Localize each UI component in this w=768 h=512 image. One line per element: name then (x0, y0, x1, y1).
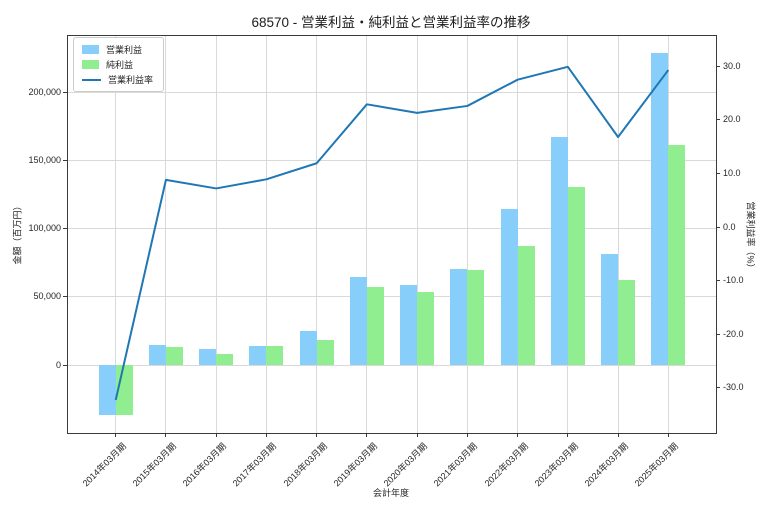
right-tick-mark (716, 333, 720, 335)
bar-net-profit (165, 347, 183, 365)
x-tick-mark (667, 433, 669, 437)
gridline-vertical (115, 36, 117, 433)
right-tick-mark (716, 387, 720, 389)
bar-net-profit (618, 280, 636, 365)
chart-title: 68570 - 営業利益・純利益と営業利益率の推移 (251, 15, 531, 30)
right-tick-mark (716, 65, 720, 67)
legend-item-net-profit: 純利益 (82, 59, 153, 70)
y-axis-label-left: 金額（百万円） (12, 201, 23, 265)
gridline-horizontal (68, 160, 716, 162)
gridline-horizontal (68, 364, 716, 366)
x-tick-mark (466, 433, 468, 437)
bar-net-profit (266, 345, 284, 365)
left-axis-tick-label: 100,000 (28, 223, 61, 234)
gridline-vertical (265, 36, 267, 433)
left-axis-tick-label: 50,000 (33, 291, 61, 302)
gridline-vertical (165, 36, 167, 433)
legend: 営業利益 純利益 営業利益率 (73, 37, 165, 92)
x-axis-label: 会計年度 (372, 488, 409, 498)
bar-operating-profit (249, 346, 267, 365)
y-axis-label-right: 営業利益率（%） (745, 201, 756, 273)
bar-operating-profit (601, 253, 619, 365)
x-tick-mark (265, 433, 267, 437)
left-tick-mark (63, 296, 67, 298)
legend-label-operating-profit: 営業利益 (106, 45, 143, 55)
right-axis-tick-label: 10.0 (723, 167, 741, 178)
x-tick-mark (316, 433, 318, 437)
gridline-vertical (517, 36, 519, 433)
legend-label-net-profit: 純利益 (106, 60, 134, 70)
left-axis-tick-label: 200,000 (28, 87, 61, 98)
gridline-vertical (416, 36, 418, 433)
right-tick-mark (716, 119, 720, 121)
gridline-vertical (617, 36, 619, 433)
bar-operating-profit (349, 276, 367, 365)
bar-net-profit (668, 145, 686, 365)
operating-margin-line (114, 65, 670, 401)
right-axis-tick-label: 30.0 (723, 60, 741, 71)
right-tick-mark (716, 226, 720, 228)
legend-item-operating-profit: 営業利益 (82, 44, 153, 55)
bar-net-profit (366, 287, 384, 365)
x-tick-mark (416, 433, 418, 437)
x-tick-mark (115, 433, 117, 437)
left-tick-mark (63, 92, 67, 94)
x-tick-mark (567, 433, 569, 437)
gridline-vertical (466, 36, 468, 433)
x-tick-mark (366, 433, 368, 437)
bar-operating-profit (299, 331, 317, 365)
gridline-horizontal (68, 92, 716, 94)
right-axis-tick-label: -30.0 (723, 382, 744, 393)
gridline-horizontal (68, 228, 716, 230)
net-profit-swatch-icon (82, 60, 99, 69)
left-axis-tick-label: 0 (55, 359, 61, 370)
bar-net-profit (467, 269, 485, 365)
operating-profit-swatch-icon (82, 45, 99, 54)
right-tick-mark (716, 280, 720, 282)
gridline-vertical (316, 36, 318, 433)
right-tick-mark (716, 172, 720, 174)
gridline-vertical (215, 36, 217, 433)
legend-label-operating-margin: 営業利益率 (108, 75, 154, 85)
bar-net-profit (417, 292, 435, 365)
bar-operating-profit (98, 365, 116, 416)
legend-item-operating-margin: 営業利益率 (82, 74, 153, 85)
bar-operating-profit (450, 268, 468, 365)
bar-operating-profit (400, 285, 418, 365)
right-axis-tick-label: 0.0 (723, 221, 736, 232)
left-tick-mark (63, 160, 67, 162)
left-axis-tick-label: 150,000 (28, 155, 61, 166)
left-tick-mark (63, 228, 67, 230)
bar-net-profit (567, 187, 585, 365)
x-tick-mark (165, 433, 167, 437)
bar-operating-profit (651, 52, 669, 365)
bar-net-profit (216, 354, 234, 365)
gridline-vertical (366, 36, 368, 433)
x-tick-mark (215, 433, 217, 437)
bar-operating-profit (199, 349, 217, 365)
bar-operating-profit (500, 208, 518, 365)
left-tick-mark (63, 364, 67, 366)
operating-margin-line-swatch-icon (82, 78, 101, 81)
x-tick-mark (617, 433, 619, 437)
gridline-horizontal (68, 296, 716, 298)
bar-operating-profit (550, 136, 568, 365)
bar-operating-profit (148, 345, 166, 365)
bar-net-profit (517, 246, 535, 365)
right-axis-tick-label: -10.0 (723, 275, 744, 286)
bar-net-profit (316, 340, 334, 365)
x-tick-mark (517, 433, 519, 437)
right-axis-tick-label: 20.0 (723, 114, 741, 125)
plot-area: 0 50,000 100,000 150,000 200,000 2014年03月期 201… (28, 35, 744, 488)
right-axis-tick-label: -20.0 (723, 328, 744, 339)
